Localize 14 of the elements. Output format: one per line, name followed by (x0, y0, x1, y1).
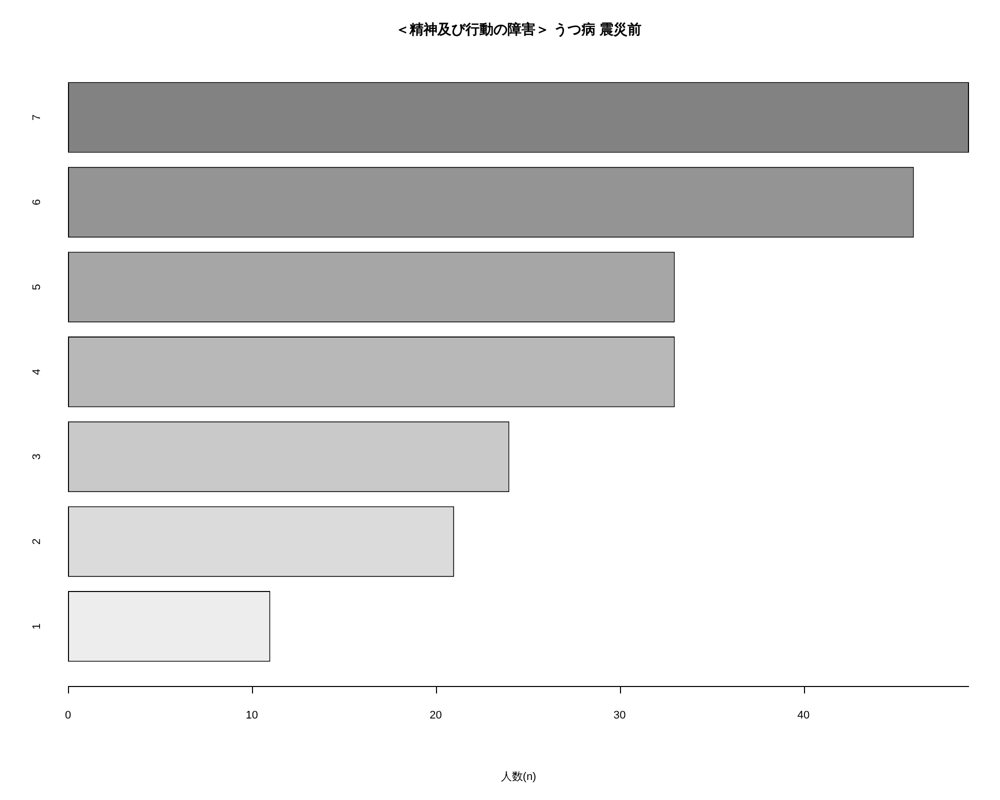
x-tick-label: 20 (430, 709, 442, 722)
x-tick-label: 0 (64, 709, 72, 722)
x-tick-label: 40 (797, 709, 810, 722)
y-tick-label: 5 (31, 284, 44, 290)
x-axis-title: 人数(n) (500, 771, 536, 784)
y-tick-label: 7 (31, 114, 44, 120)
x-tick-label: 30 (614, 709, 626, 722)
y-tick-label: 6 (31, 199, 44, 206)
y-tick-label: 3 (31, 454, 44, 460)
y-tick-label: 1 (31, 623, 44, 630)
y-tick-label: 4 (31, 368, 44, 375)
y-tick-label: 2 (31, 538, 44, 545)
x-tick-label: 10 (246, 709, 258, 722)
chart-title: ＜精神及び行動の障害＞ うつ病 震災前 (396, 20, 642, 38)
